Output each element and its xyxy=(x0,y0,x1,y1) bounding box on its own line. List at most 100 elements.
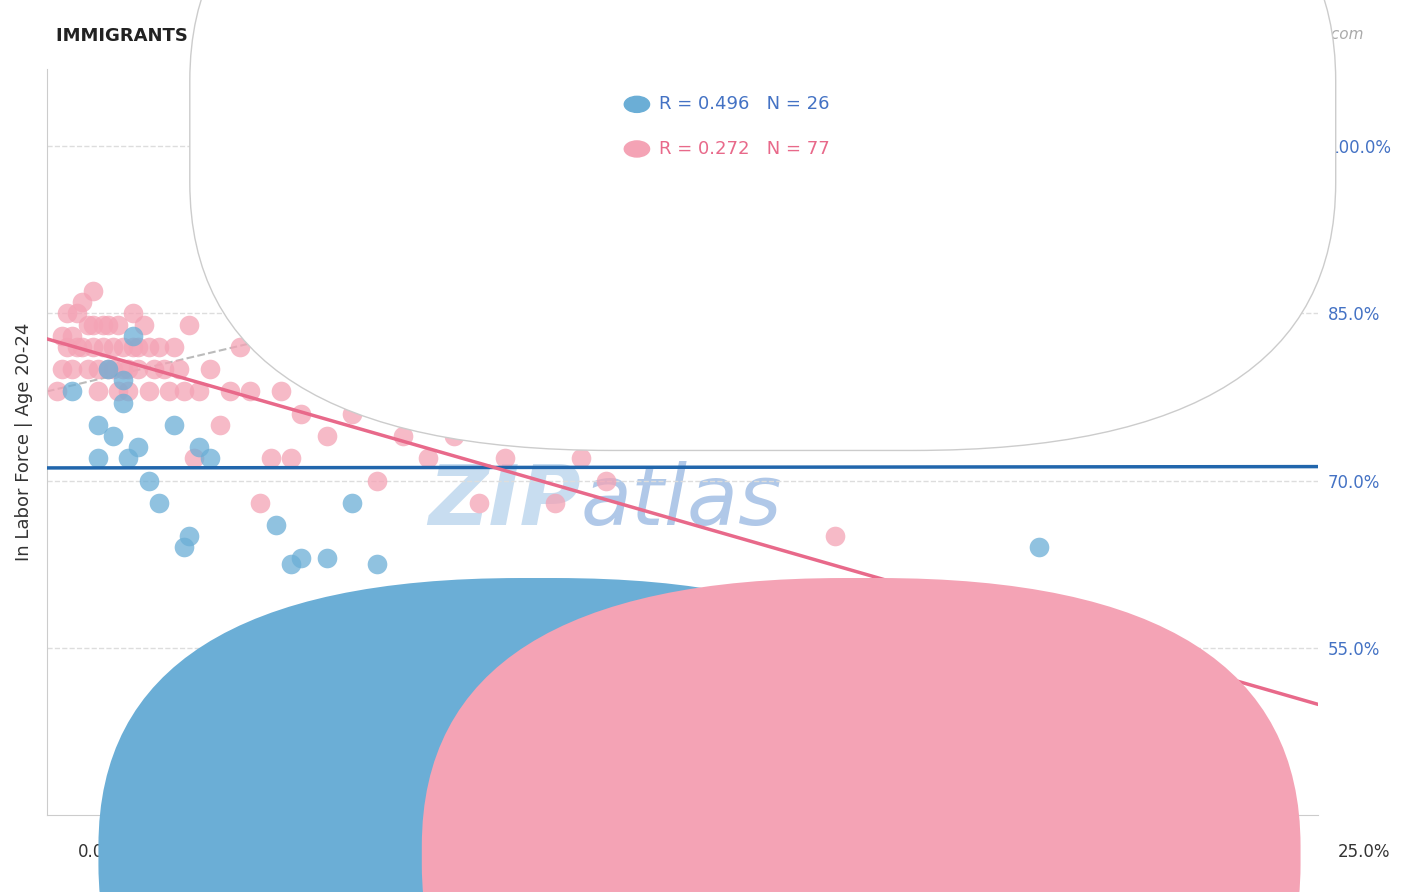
Point xyxy=(290,407,312,421)
Point xyxy=(290,551,312,566)
Point xyxy=(122,340,145,354)
Point xyxy=(97,362,120,376)
Point xyxy=(1256,139,1278,153)
Point xyxy=(315,551,337,566)
Point xyxy=(107,384,129,399)
Point xyxy=(157,384,180,399)
Point xyxy=(138,474,160,488)
Point xyxy=(188,384,211,399)
Point xyxy=(468,496,491,510)
Point xyxy=(127,440,149,454)
Point xyxy=(208,417,231,432)
Point xyxy=(163,417,186,432)
Point xyxy=(645,629,668,643)
Point xyxy=(179,318,201,332)
Point xyxy=(280,451,302,466)
Point xyxy=(153,362,176,376)
Point xyxy=(443,429,465,443)
Point xyxy=(60,362,83,376)
Point xyxy=(82,318,104,332)
Point xyxy=(82,340,104,354)
Point xyxy=(101,362,124,376)
Point xyxy=(259,451,281,466)
Point xyxy=(198,362,221,376)
Point xyxy=(101,340,124,354)
Point xyxy=(117,451,139,466)
Point xyxy=(87,417,110,432)
Point xyxy=(198,451,221,466)
Point xyxy=(117,384,139,399)
Point xyxy=(56,306,79,320)
Point xyxy=(117,362,139,376)
Point xyxy=(270,384,292,399)
Point xyxy=(167,362,190,376)
Text: ZIP: ZIP xyxy=(429,461,581,541)
Point xyxy=(87,451,110,466)
Point xyxy=(72,340,94,354)
Point xyxy=(340,496,363,510)
Point xyxy=(112,362,135,376)
Point xyxy=(249,496,271,510)
Point xyxy=(107,318,129,332)
Point xyxy=(112,373,135,387)
Point xyxy=(1104,673,1126,688)
Point xyxy=(315,429,337,443)
Point xyxy=(418,451,440,466)
Text: Liberians: Liberians xyxy=(886,846,962,863)
Point xyxy=(142,362,165,376)
Point xyxy=(219,384,242,399)
Point xyxy=(188,440,211,454)
Point xyxy=(87,362,110,376)
Point xyxy=(148,340,170,354)
Y-axis label: In Labor Force | Age 20-24: In Labor Force | Age 20-24 xyxy=(15,322,32,561)
Point xyxy=(91,318,114,332)
Point xyxy=(229,340,252,354)
Point xyxy=(46,384,69,399)
Point xyxy=(127,362,149,376)
Point xyxy=(875,696,897,710)
Point xyxy=(1002,295,1025,310)
Point xyxy=(101,429,124,443)
Point xyxy=(544,496,567,510)
Point xyxy=(595,474,617,488)
Text: 25.0%: 25.0% xyxy=(1337,843,1391,861)
Point xyxy=(824,529,846,543)
Point xyxy=(264,518,287,533)
Point xyxy=(127,340,149,354)
Point xyxy=(950,685,973,699)
Point xyxy=(112,340,135,354)
Point xyxy=(173,384,195,399)
Point xyxy=(51,362,73,376)
Point xyxy=(122,306,145,320)
Point xyxy=(340,407,363,421)
Point xyxy=(87,384,110,399)
Point xyxy=(366,474,388,488)
Text: IMMIGRANTS FROM SOUTH AFRICA VS LIBERIAN IN LABOR FORCE | AGE 20-24 CORRELATION : IMMIGRANTS FROM SOUTH AFRICA VS LIBERIAN… xyxy=(56,27,1063,45)
Point xyxy=(76,362,98,376)
Point xyxy=(60,384,83,399)
Point xyxy=(122,328,145,343)
Point xyxy=(66,306,89,320)
Point xyxy=(569,451,592,466)
Point xyxy=(148,496,170,510)
Point xyxy=(56,340,79,354)
Point xyxy=(179,529,201,543)
Point xyxy=(82,284,104,298)
Point xyxy=(239,384,262,399)
Point xyxy=(138,384,160,399)
Point xyxy=(280,557,302,571)
Point xyxy=(183,451,205,466)
Text: atlas: atlas xyxy=(581,461,783,541)
Point xyxy=(494,451,516,466)
Point xyxy=(97,362,120,376)
Point xyxy=(66,340,89,354)
Text: 0.0%: 0.0% xyxy=(77,843,120,861)
Text: Immigrants from South Africa: Immigrants from South Africa xyxy=(562,846,807,863)
Point xyxy=(97,318,120,332)
Point xyxy=(60,328,83,343)
Point xyxy=(620,429,643,443)
Text: R = 0.272   N = 77: R = 0.272 N = 77 xyxy=(659,140,830,158)
Point xyxy=(1028,541,1050,555)
Point xyxy=(51,328,73,343)
Point xyxy=(163,340,186,354)
